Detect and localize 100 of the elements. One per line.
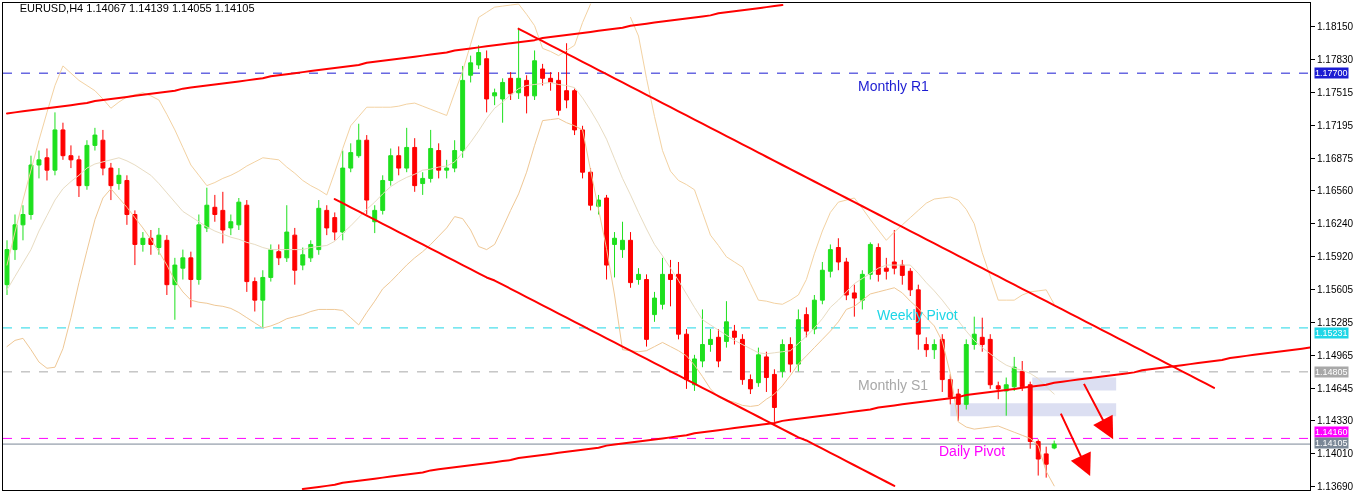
candlestick	[28, 155, 34, 221]
candlestick	[196, 214, 202, 286]
candlestick	[1019, 360, 1025, 392]
candlestick	[556, 71, 562, 116]
candlestick	[316, 199, 322, 256]
y-tick-label: 1.14330	[1317, 415, 1354, 427]
candlestick	[540, 63, 546, 87]
y-tick-label: 1.16240	[1317, 218, 1354, 230]
candlestick	[436, 142, 442, 179]
candlestick	[188, 251, 194, 308]
candlestick	[68, 144, 74, 169]
ref-line-label: Daily Pivot	[939, 443, 1006, 459]
candlestick	[20, 204, 26, 241]
candlestick	[396, 145, 402, 176]
candlestick	[332, 211, 338, 241]
candlestick	[875, 242, 881, 283]
candlestick	[955, 388, 961, 422]
candlestick	[859, 269, 865, 310]
y-tick-label: 1.18150	[1317, 21, 1354, 33]
y-tick-label: 1.15920	[1317, 251, 1354, 263]
candlestick	[172, 257, 178, 321]
candlestick	[883, 257, 889, 281]
candlestick	[44, 147, 50, 181]
candlestick	[755, 347, 761, 388]
candlestick	[500, 77, 506, 124]
candlestick	[731, 324, 737, 346]
candlestick	[628, 231, 633, 289]
y-tick-label: 1.17830	[1317, 54, 1354, 66]
candlestick	[843, 257, 849, 301]
candlestick	[76, 155, 82, 198]
candlestick	[156, 227, 162, 256]
candlestick	[803, 306, 809, 338]
candlestick	[428, 129, 434, 184]
line-series	[6, 81, 1055, 395]
candlestick	[676, 261, 681, 340]
candlestick	[476, 44, 482, 70]
candlestick	[180, 249, 186, 281]
candlestick	[1043, 446, 1049, 479]
candlestick	[516, 27, 522, 100]
candlestick	[36, 150, 42, 179]
candlestick	[260, 269, 266, 328]
candlestick	[668, 259, 673, 307]
candlestick	[939, 333, 945, 393]
candlestick	[324, 204, 330, 236]
candlestick	[660, 257, 665, 310]
candlestick	[348, 142, 354, 173]
y-tick-label: 1.13690	[1317, 481, 1354, 493]
candlestick	[931, 338, 937, 360]
candlestick	[1011, 356, 1017, 392]
candlestick	[899, 259, 905, 286]
y-tick-label: 1.15285	[1317, 316, 1354, 328]
candlestick	[971, 316, 977, 351]
candlestick	[819, 261, 825, 305]
candlestick	[308, 239, 314, 263]
candlestick	[612, 231, 617, 278]
candlestick	[244, 199, 250, 293]
y-tick-label: 1.16875	[1317, 152, 1354, 164]
candlestick	[787, 336, 793, 373]
candlestick	[388, 147, 394, 187]
candlestick	[532, 49, 538, 101]
candlestick	[684, 328, 689, 390]
candlestick	[644, 273, 649, 348]
candlestick	[460, 65, 466, 159]
candlestick	[132, 209, 138, 266]
y-tick-label: 1.17195	[1317, 119, 1354, 131]
candlestick	[723, 300, 729, 349]
candlestick	[340, 150, 346, 241]
y-tick-label: 1.15605	[1317, 283, 1354, 295]
candlestick	[636, 267, 641, 286]
candlestick	[811, 294, 817, 335]
candlestick	[276, 243, 282, 266]
text: 1.14160	[1315, 427, 1348, 437]
text: 1.14105	[1315, 438, 1348, 448]
candlestick	[580, 125, 586, 179]
candlestick	[252, 276, 258, 312]
candlestick	[212, 194, 218, 223]
candlestick	[963, 338, 969, 411]
line-series	[6, 118, 1055, 487]
candlestick	[52, 111, 58, 176]
candlestick	[747, 373, 753, 395]
candlestick	[444, 159, 450, 179]
candlestick	[923, 336, 929, 358]
candlestick	[420, 171, 426, 196]
candlestick	[468, 55, 474, 83]
candlestick	[708, 328, 713, 353]
candlestick	[108, 162, 114, 201]
candlestick	[867, 241, 873, 281]
candlestick	[779, 338, 785, 379]
candlestick	[572, 88, 578, 136]
candlestick	[300, 247, 306, 271]
text: 1.17700	[1315, 68, 1348, 78]
candlestick	[987, 333, 993, 390]
candlestick	[835, 237, 841, 271]
candlestick	[524, 74, 530, 114]
candlestick	[1027, 381, 1033, 450]
candlestick	[140, 231, 146, 253]
candlestick	[492, 88, 498, 106]
y-tick-label: 1.14010	[1317, 448, 1354, 460]
candlestick	[604, 194, 609, 281]
candlestick	[292, 227, 298, 286]
